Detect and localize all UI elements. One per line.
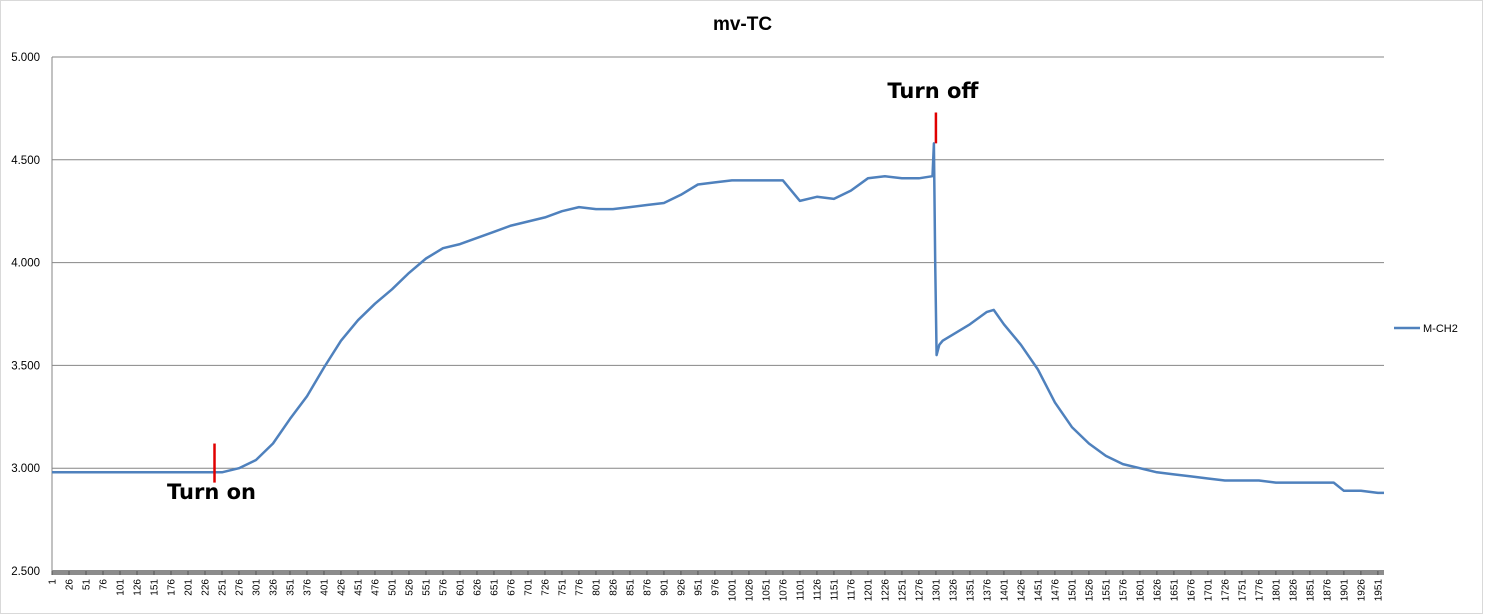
x-tick-label: 1476 bbox=[1050, 579, 1061, 602]
x-tick-label: 1851 bbox=[1305, 579, 1316, 602]
x-tick-label: 1776 bbox=[1254, 579, 1265, 602]
x-tick-label: 1901 bbox=[1339, 579, 1350, 602]
x-tick-label: 1426 bbox=[1016, 579, 1027, 602]
y-axis-ticks: 2.500 3.000 3.500 4.000 4.500 5.000 bbox=[11, 52, 40, 578]
x-tick-label: 526 bbox=[404, 579, 415, 596]
x-tick-label: 1076 bbox=[778, 579, 789, 602]
x-axis-line bbox=[52, 570, 1384, 575]
x-tick-label: 401 bbox=[319, 579, 330, 596]
x-tick-label: 1301 bbox=[931, 579, 942, 602]
x-tick-label: 551 bbox=[421, 579, 432, 596]
x-tick-label: 1526 bbox=[1084, 579, 1095, 602]
x-tick-label: 1926 bbox=[1356, 579, 1367, 602]
x-tick-label: 1726 bbox=[1220, 579, 1231, 602]
x-tick-label: 176 bbox=[166, 579, 177, 596]
x-tick-label: 426 bbox=[336, 579, 347, 596]
x-tick-label: 76 bbox=[98, 579, 109, 591]
x-tick-label: 1276 bbox=[914, 579, 925, 602]
x-tick-label: 51 bbox=[81, 579, 92, 591]
x-tick-label: 1801 bbox=[1271, 579, 1282, 602]
x-tick-label: 1451 bbox=[1033, 579, 1044, 602]
x-tick-label: 1326 bbox=[948, 579, 959, 602]
x-tick-label: 1826 bbox=[1288, 579, 1299, 602]
x-tick-label: 1126 bbox=[812, 579, 823, 601]
x-tick-label: 1876 bbox=[1322, 579, 1333, 602]
x-tick-label: 1176 bbox=[846, 579, 857, 601]
x-tick-label: 451 bbox=[353, 579, 364, 596]
x-tick-label: 1151 bbox=[829, 579, 840, 601]
x-tick-label: 1651 bbox=[1169, 579, 1180, 602]
x-tick-label: 1576 bbox=[1118, 579, 1129, 602]
x-tick-label: 576 bbox=[438, 579, 449, 596]
x-tick-label: 1026 bbox=[744, 579, 755, 602]
x-tick-label: 901 bbox=[659, 579, 670, 596]
x-tick-label: 626 bbox=[472, 579, 483, 596]
x-tick-label: 726 bbox=[540, 579, 551, 596]
x-tick-label: 476 bbox=[370, 579, 381, 596]
x-tick-label: 1701 bbox=[1203, 579, 1214, 602]
x-tick-label: 201 bbox=[183, 579, 194, 596]
x-tick-label: 651 bbox=[489, 579, 500, 596]
x-tick-label: 1 bbox=[48, 579, 59, 585]
x-tick-label: 126 bbox=[132, 579, 143, 596]
x-tick-label: 1401 bbox=[999, 579, 1010, 602]
x-tick-label: 1551 bbox=[1101, 579, 1112, 602]
x-tick-label: 1376 bbox=[982, 579, 993, 602]
x-tick-label: 276 bbox=[234, 579, 245, 596]
series-line bbox=[52, 142, 1384, 495]
y-tick-label: 5.000 bbox=[11, 52, 40, 64]
x-tick-label: 376 bbox=[302, 579, 313, 596]
annotation-label: Turn on bbox=[167, 480, 256, 504]
y-tick-label: 4.500 bbox=[11, 155, 40, 167]
x-tick-label: 26 bbox=[64, 579, 75, 591]
x-tick-label: 826 bbox=[608, 579, 619, 596]
x-tick-label: 1601 bbox=[1135, 579, 1146, 602]
chart-title: mv-TC bbox=[712, 14, 773, 35]
x-tick-label: 601 bbox=[455, 579, 466, 596]
x-tick-label: 676 bbox=[506, 579, 517, 596]
x-tick-label: 226 bbox=[200, 579, 211, 596]
x-tick-label: 951 bbox=[693, 579, 704, 596]
x-tick-label: 751 bbox=[557, 579, 568, 596]
x-tick-label: 101 bbox=[115, 579, 126, 596]
annotations: Turn on Turn off bbox=[167, 79, 979, 504]
x-tick-label: 801 bbox=[591, 579, 602, 596]
y-tick-label: 3.000 bbox=[11, 463, 40, 475]
series-layer bbox=[52, 142, 1384, 495]
x-tick-label: 776 bbox=[574, 579, 585, 596]
x-tick-label: 1251 bbox=[897, 579, 908, 602]
x-tick-label: 1626 bbox=[1152, 579, 1163, 602]
x-tick-label: 701 bbox=[523, 579, 534, 596]
x-tick-label: 876 bbox=[642, 579, 653, 596]
x-tick-label: 976 bbox=[710, 579, 721, 596]
y-tick-label: 4.000 bbox=[11, 258, 40, 270]
x-tick-label: 1751 bbox=[1237, 579, 1248, 602]
x-tick-label: 326 bbox=[268, 579, 279, 596]
x-tick-label: 501 bbox=[387, 579, 398, 596]
legend: M-CH2 bbox=[1394, 323, 1458, 335]
y-tick-label: 2.500 bbox=[11, 566, 40, 578]
legend-label: M-CH2 bbox=[1423, 323, 1458, 335]
x-tick-label: 1676 bbox=[1186, 579, 1197, 602]
x-tick-label: 851 bbox=[625, 579, 636, 596]
x-tick-label: 1051 bbox=[761, 579, 772, 602]
x-tick-label: 1101 bbox=[795, 579, 806, 601]
x-tick-label: 1501 bbox=[1067, 579, 1078, 602]
y-tick-label: 3.500 bbox=[11, 360, 40, 372]
x-tick-label: 926 bbox=[676, 579, 687, 596]
annotation-label: Turn off bbox=[887, 79, 979, 103]
x-tick-label: 1201 bbox=[863, 579, 874, 602]
x-tick-label: 1001 bbox=[727, 579, 738, 602]
x-tick-label: 351 bbox=[285, 579, 296, 596]
x-axis: 1 26 51 76 101 126 151 176 201 226 251 276 301 326 351… bbox=[48, 57, 1384, 602]
x-tick-label: 251 bbox=[217, 579, 228, 596]
x-tick-label: 1951 bbox=[1373, 579, 1384, 602]
x-tick-label: 1351 bbox=[965, 579, 976, 602]
x-tick-label: 151 bbox=[149, 579, 160, 596]
x-tick-label: 301 bbox=[251, 579, 262, 596]
x-tick-label: 1226 bbox=[880, 579, 891, 602]
